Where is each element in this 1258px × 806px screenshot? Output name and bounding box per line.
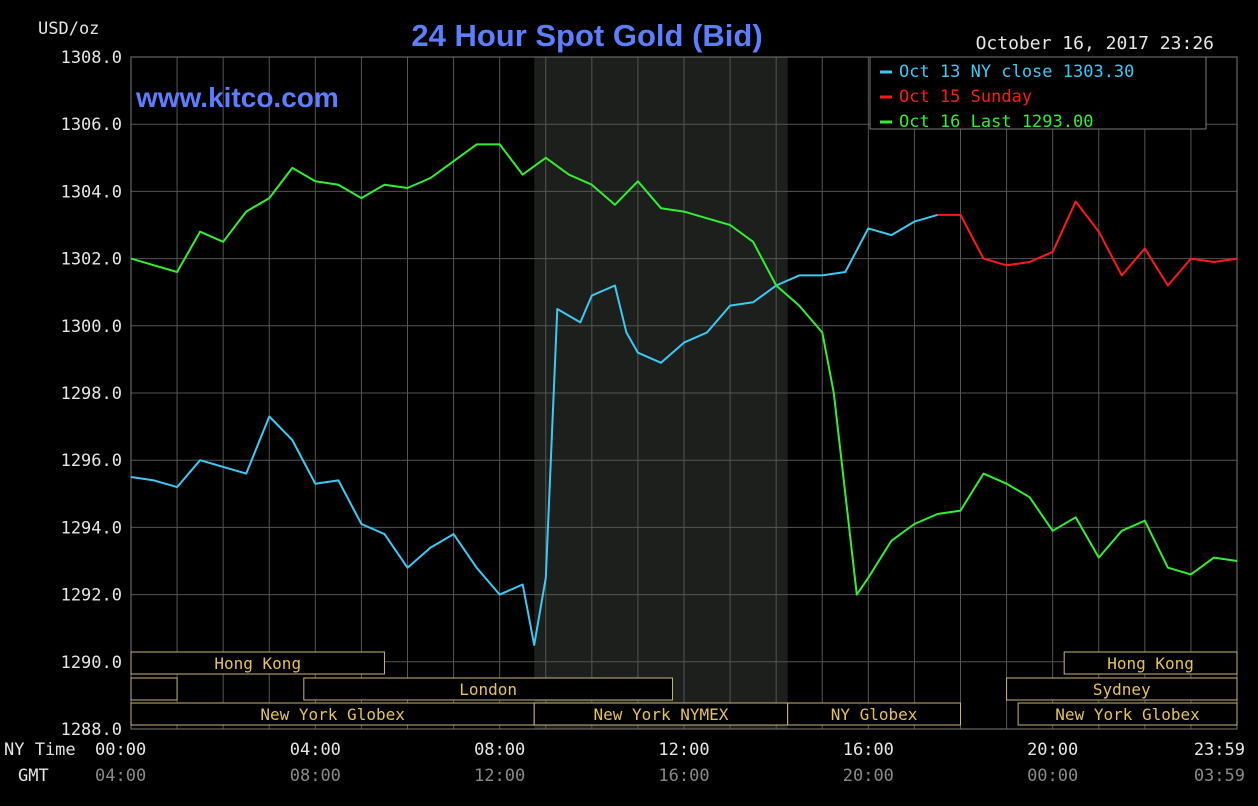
series-line [937, 200, 1238, 287]
legend-box [869, 56, 1207, 130]
session-box [303, 677, 673, 701]
session-label: London [459, 680, 517, 699]
y-tick-label: 1308.0 [61, 48, 122, 68]
x-tick-gmt-label: 04:00 [95, 766, 146, 786]
y-tick-label: 1298.0 [61, 384, 122, 404]
watermark: www.kitco.com [135, 82, 339, 113]
legend: Oct 13 NY close 1303.30 Oct 15 Sunday Oct … [869, 56, 1207, 132]
x-tick-gmt-label: 00:00 [1027, 766, 1078, 786]
x-tick-gmt-label: 12:00 [474, 766, 525, 786]
series-line [130, 143, 1238, 596]
x-tick-gmt-label: 16:00 [658, 766, 709, 786]
x-tick-ny-label: 16:00 [843, 740, 894, 760]
legend-entry: Oct 16 Last 1293.00 [899, 112, 1093, 132]
session-label: Sydney [1093, 680, 1151, 699]
y-axis-ticks: 1288.0 1290.0 1292.0 1294.0 1296.0 1298.0 1300… [61, 48, 122, 740]
x-tick-gmt-label: 20:00 [843, 766, 894, 786]
y-tick-label: 1306.0 [61, 115, 122, 135]
y-tick-label: 1288.0 [61, 720, 122, 740]
ny-time-label: NY Time [4, 740, 76, 760]
x-tick-ny-label: 12:00 [658, 740, 709, 760]
legend-entry: Oct 15 Sunday [899, 87, 1032, 107]
session-box [787, 702, 961, 726]
y-tick-label: 1290.0 [61, 653, 122, 673]
timestamp: October 16, 2017 23:26 [976, 33, 1214, 54]
y-tick-label: 1294.0 [61, 518, 122, 538]
legend-entry: Oct 13 NY close 1303.30 [899, 62, 1134, 82]
price-series [130, 143, 1238, 646]
y-tick-label: 1292.0 [61, 586, 122, 606]
x-tick-ny-label: 08:00 [474, 740, 525, 760]
plot-border [130, 56, 1238, 730]
x-tick-ny-label: 04:00 [290, 740, 341, 760]
y-tick-label: 1300.0 [61, 317, 122, 337]
x-tick-ny-label: 23:59 [1194, 740, 1245, 760]
session-label: Hong Kong [214, 654, 301, 673]
x-tick-gmt-label: 08:00 [290, 766, 341, 786]
x-axis-ticks: 00:00 04:00 08:00 12:00 16:00 20:00 23:59 04:00… [95, 740, 1245, 786]
series-line [130, 213, 938, 646]
session-box [130, 651, 385, 675]
session-box [1017, 702, 1238, 726]
y-tick-label: 1302.0 [61, 250, 122, 270]
session-label: New York Globex [260, 705, 405, 724]
market-sessions: Hong Kong Hong Kong London Sydney New York G… [130, 651, 1238, 726]
session-box [1063, 651, 1238, 675]
x-tick-gmt-label: 03:59 [1194, 766, 1245, 786]
session-box [1006, 677, 1238, 701]
session-label: New York Globex [1055, 705, 1200, 724]
grid-lines [130, 56, 1238, 730]
session-label: Hong Kong [1107, 654, 1194, 673]
x-tick-ny-label: 20:00 [1027, 740, 1078, 760]
x-tick-ny-label: 00:00 [95, 740, 146, 760]
unit-label: USD/oz [38, 19, 99, 39]
gmt-label: GMT [18, 766, 49, 786]
session-label: New York NYMEX [594, 705, 729, 724]
chart-title: 24 Hour Spot Gold (Bid) [411, 18, 762, 53]
session-label: NY Globex [831, 705, 918, 724]
y-tick-label: 1304.0 [61, 182, 122, 202]
session-box [130, 677, 178, 701]
y-tick-label: 1296.0 [61, 451, 122, 471]
